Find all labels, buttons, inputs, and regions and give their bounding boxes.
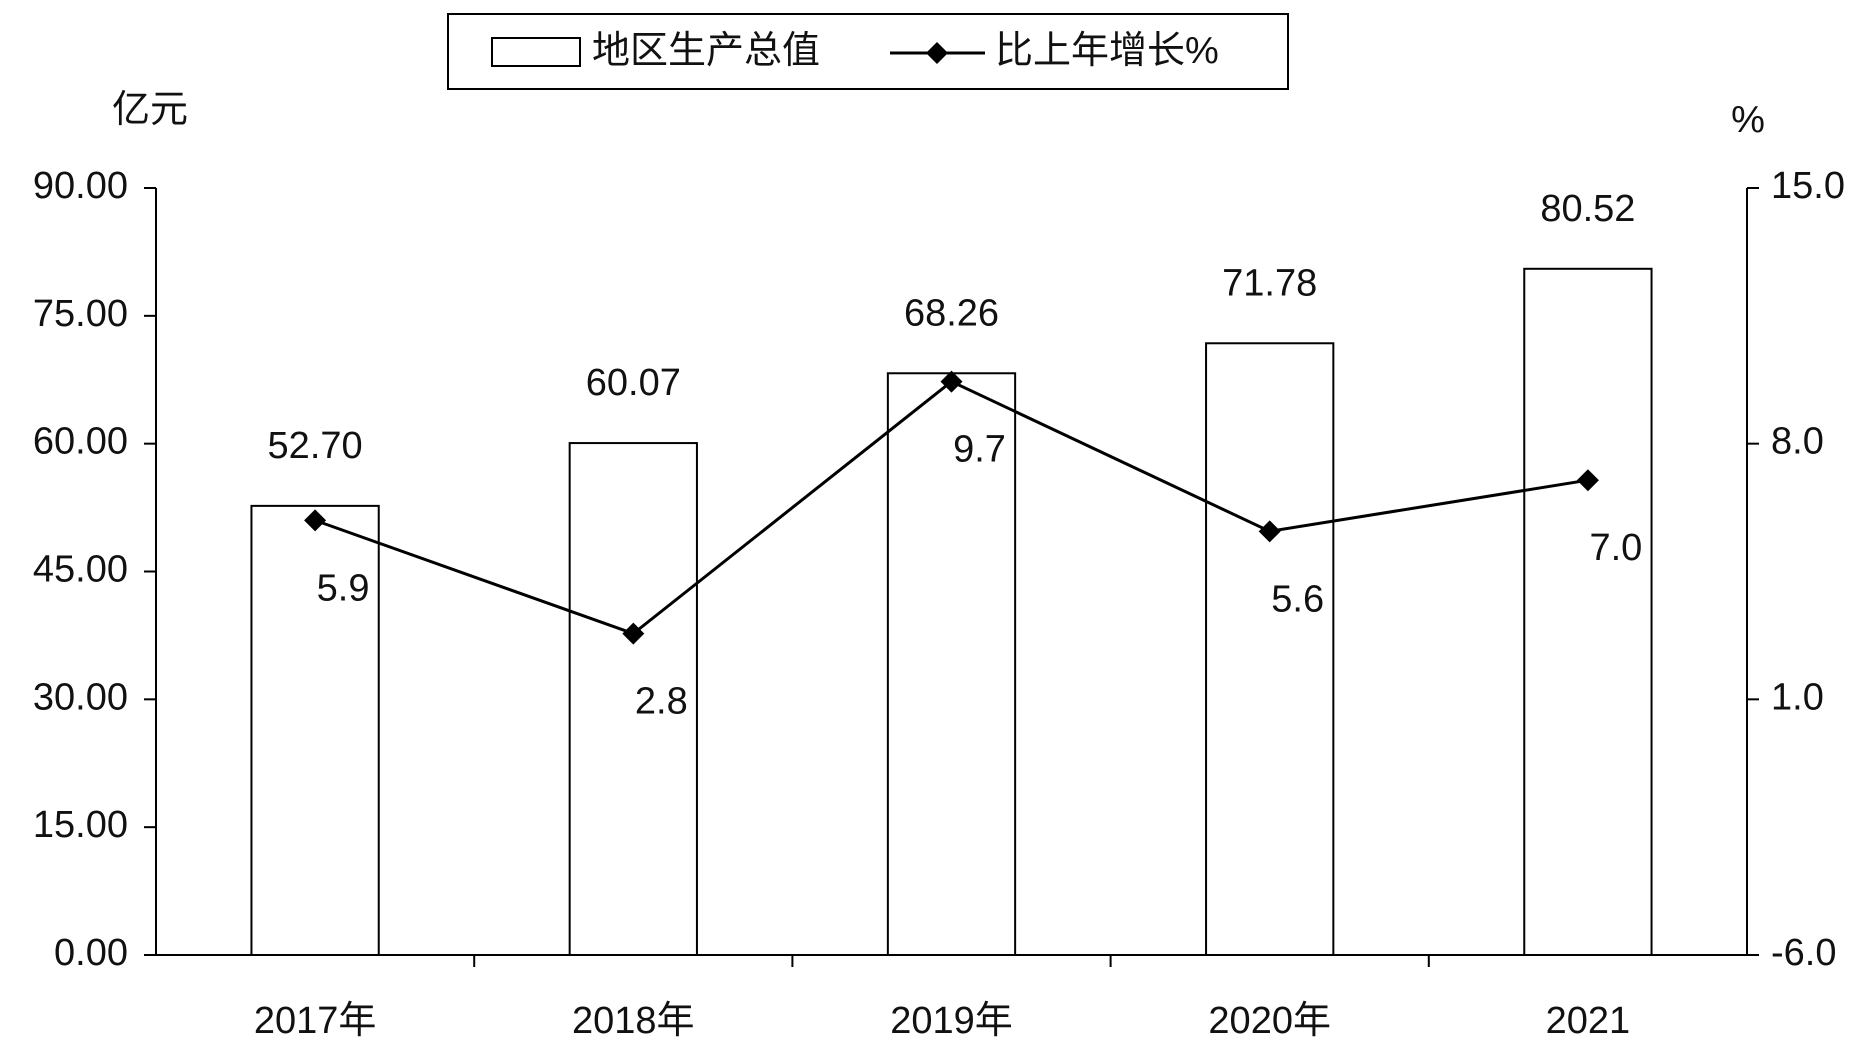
legend-label: 地区生产总值	[592, 30, 820, 72]
line-value-label: 5.6	[1271, 578, 1324, 620]
legend-box	[447, 13, 1289, 90]
x-tick-label: 2017年	[254, 1000, 377, 1042]
y-tick-label: 15.00	[33, 804, 128, 846]
bar	[1523, 267, 1653, 957]
legend-label: 比上年增长%	[995, 30, 1219, 72]
y2-tick-label: 1.0	[1771, 676, 1824, 718]
y-tick-label: 75.00	[33, 293, 128, 335]
x-tick-label: 2021	[1546, 1000, 1631, 1042]
line-marker	[1258, 520, 1281, 543]
line-marker	[622, 622, 645, 645]
y-tick-label: 90.00	[33, 165, 128, 207]
bar-value-label: 71.78	[1222, 262, 1317, 304]
y2-tick-label: 15.0	[1771, 165, 1845, 207]
line-value-label: 7.0	[1589, 527, 1642, 569]
x-tick-label: 2019年	[890, 1000, 1013, 1042]
bar-value-label: 60.07	[586, 362, 681, 404]
bar	[568, 442, 698, 956]
bar	[1205, 342, 1335, 956]
bar	[250, 504, 380, 956]
y-tick-label: 60.00	[33, 421, 128, 463]
line-marker	[304, 509, 327, 532]
y-axis-unit: 亿元	[112, 89, 188, 131]
y-tick-label: 45.00	[33, 549, 128, 591]
bar-value-label: 52.70	[268, 425, 363, 467]
y2-axis-unit: %	[1731, 99, 1765, 141]
line-value-label: 2.8	[635, 681, 688, 723]
y2-tick-label: -6.0	[1771, 932, 1836, 974]
bar-value-label: 68.26	[904, 292, 999, 334]
line-value-label: 9.7	[953, 429, 1006, 471]
legend-swatch	[926, 42, 948, 64]
legend-swatch	[491, 37, 581, 67]
line-marker	[940, 370, 963, 393]
y-tick-label: 0.00	[54, 932, 128, 974]
line-value-label: 5.9	[317, 567, 370, 609]
x-tick-label: 2020年	[1208, 1000, 1331, 1042]
y-tick-label: 30.00	[33, 676, 128, 718]
bar-value-label: 80.52	[1540, 188, 1635, 230]
line-marker	[1576, 469, 1599, 492]
y2-tick-label: 8.0	[1771, 421, 1824, 463]
x-tick-label: 2018年	[572, 1000, 695, 1042]
